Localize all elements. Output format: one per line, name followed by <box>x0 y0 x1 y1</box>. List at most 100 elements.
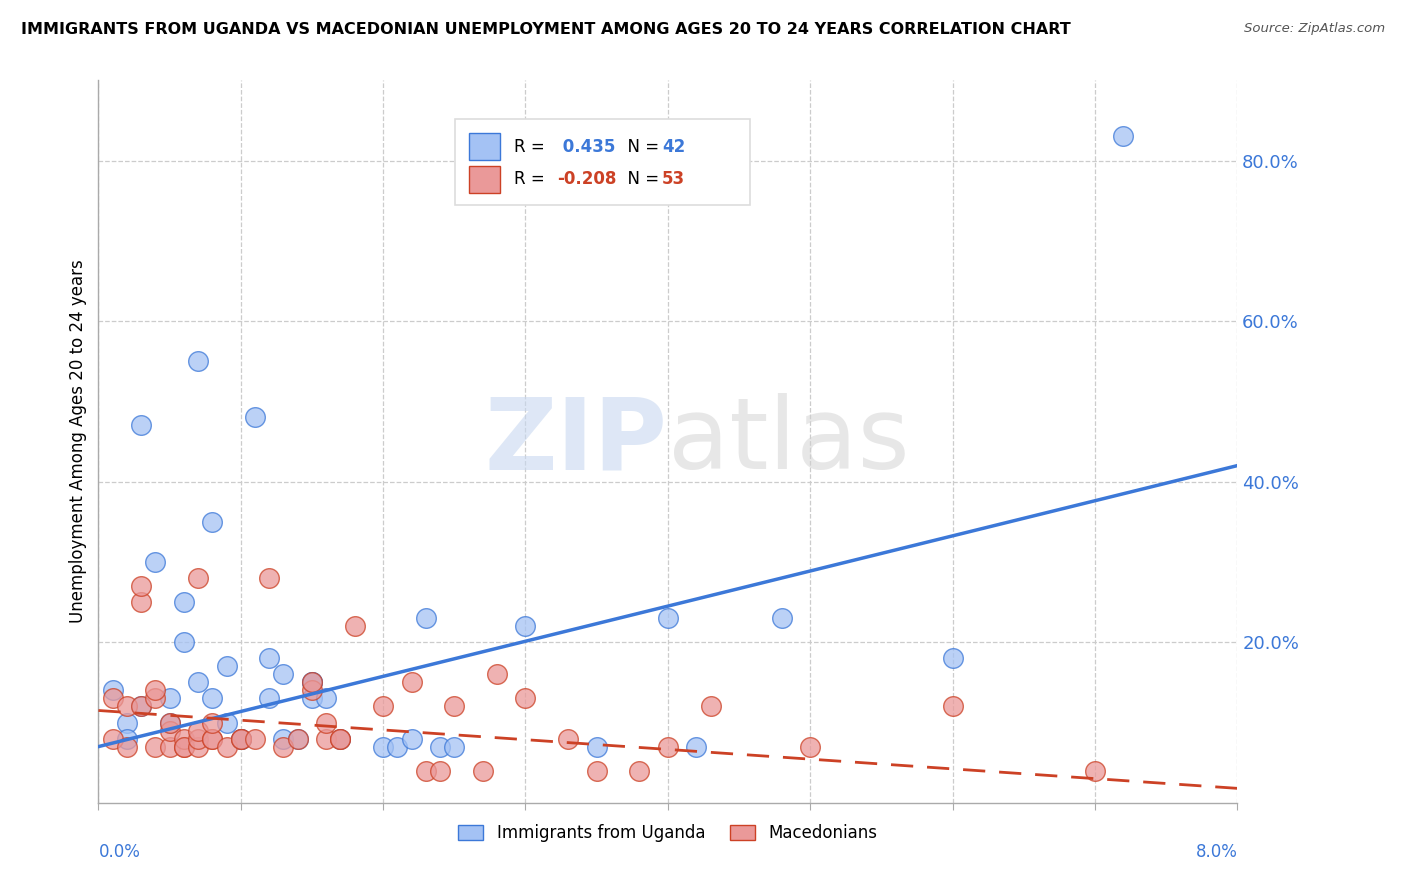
Point <box>273 731 295 746</box>
Point <box>315 715 337 730</box>
Point <box>301 675 323 690</box>
Point <box>371 699 394 714</box>
Point <box>273 739 295 754</box>
Point <box>173 739 195 754</box>
Point <box>145 691 167 706</box>
Point <box>259 691 281 706</box>
Legend: Immigrants from Uganda, Macedonians: Immigrants from Uganda, Macedonians <box>451 817 884 848</box>
Point <box>215 715 238 730</box>
Point <box>415 611 437 625</box>
Point <box>145 683 167 698</box>
Point <box>159 715 181 730</box>
Point <box>301 675 323 690</box>
Point <box>215 739 238 754</box>
Point <box>429 764 451 778</box>
Point <box>243 410 266 425</box>
Text: 8.0%: 8.0% <box>1195 843 1237 861</box>
Text: N =: N = <box>617 137 664 156</box>
Point <box>229 731 252 746</box>
Text: 0.435: 0.435 <box>557 137 616 156</box>
Point <box>129 699 152 714</box>
Point <box>942 651 965 665</box>
Point <box>129 579 152 593</box>
Point <box>115 739 138 754</box>
Point <box>515 691 537 706</box>
Point <box>159 739 181 754</box>
Text: Source: ZipAtlas.com: Source: ZipAtlas.com <box>1244 22 1385 36</box>
Point <box>129 595 152 609</box>
Point <box>429 739 451 754</box>
Point <box>259 651 281 665</box>
Point <box>201 731 224 746</box>
Point <box>215 659 238 673</box>
Point <box>173 731 195 746</box>
Point <box>301 683 323 698</box>
Point <box>329 731 352 746</box>
Point <box>201 731 224 746</box>
Point <box>229 731 252 746</box>
Point <box>145 739 167 754</box>
FancyBboxPatch shape <box>468 133 501 161</box>
Point <box>101 691 124 706</box>
Point <box>173 595 195 609</box>
Point <box>129 699 152 714</box>
FancyBboxPatch shape <box>468 166 501 193</box>
Text: atlas: atlas <box>668 393 910 490</box>
Point <box>287 731 309 746</box>
Point <box>657 739 679 754</box>
Point <box>229 731 252 746</box>
Point <box>401 675 423 690</box>
Point <box>799 739 821 754</box>
Point <box>315 731 337 746</box>
Text: -0.208: -0.208 <box>557 170 617 188</box>
Point <box>329 731 352 746</box>
Point <box>942 699 965 714</box>
Text: ZIP: ZIP <box>485 393 668 490</box>
Point <box>187 723 209 738</box>
Point <box>273 667 295 681</box>
Text: 0.0%: 0.0% <box>98 843 141 861</box>
Point <box>486 667 509 681</box>
Point <box>259 571 281 585</box>
Point <box>1112 129 1135 144</box>
Point <box>129 418 152 433</box>
Point <box>201 715 224 730</box>
Point <box>115 699 138 714</box>
Point <box>115 715 138 730</box>
Point <box>187 571 209 585</box>
Point <box>243 731 266 746</box>
Point <box>101 731 124 746</box>
Point <box>315 691 337 706</box>
Point <box>770 611 793 625</box>
Point <box>173 635 195 649</box>
Point <box>401 731 423 746</box>
Point <box>287 731 309 746</box>
Text: R =: R = <box>515 137 550 156</box>
Point <box>685 739 707 754</box>
Point <box>443 699 465 714</box>
Point <box>343 619 366 633</box>
Point <box>699 699 721 714</box>
Point <box>201 515 224 529</box>
Point <box>229 731 252 746</box>
Point <box>187 354 209 368</box>
Point <box>187 675 209 690</box>
Text: R =: R = <box>515 170 550 188</box>
Point <box>101 683 124 698</box>
Point <box>159 691 181 706</box>
Point <box>329 731 352 746</box>
Text: 53: 53 <box>662 170 685 188</box>
Point <box>657 611 679 625</box>
Point <box>301 691 323 706</box>
Y-axis label: Unemployment Among Ages 20 to 24 years: Unemployment Among Ages 20 to 24 years <box>69 260 87 624</box>
Point <box>415 764 437 778</box>
Point <box>187 731 209 746</box>
Point <box>585 739 607 754</box>
Text: N =: N = <box>617 170 664 188</box>
FancyBboxPatch shape <box>456 119 749 204</box>
Point <box>115 731 138 746</box>
Point <box>443 739 465 754</box>
Point <box>187 739 209 754</box>
Point <box>301 675 323 690</box>
Point <box>371 739 394 754</box>
